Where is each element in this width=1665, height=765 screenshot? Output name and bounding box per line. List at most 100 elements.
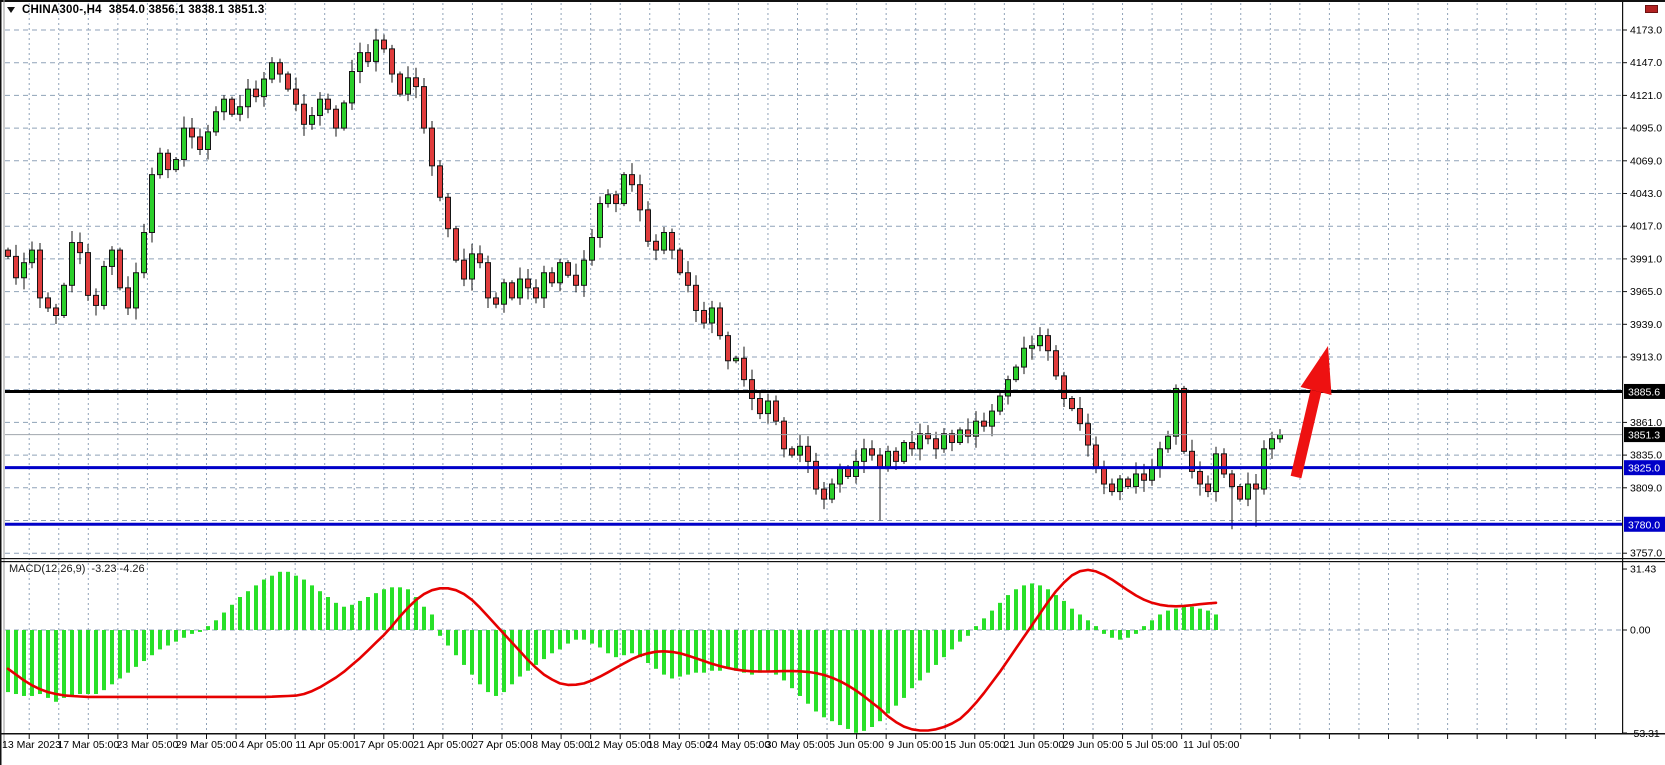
macd-histogram-bar bbox=[1206, 610, 1210, 630]
macd-histogram-bar bbox=[638, 630, 642, 658]
macd-histogram-bar bbox=[878, 630, 882, 722]
macd-params-label: MACD(12,26,9) bbox=[9, 563, 86, 575]
candle bbox=[517, 278, 523, 299]
corner-marker-icon bbox=[1645, 5, 1658, 13]
candle bbox=[1149, 467, 1155, 481]
candle bbox=[405, 77, 411, 95]
macd-histogram-bar bbox=[838, 630, 842, 726]
candle bbox=[253, 88, 259, 98]
candle bbox=[1245, 483, 1251, 500]
candle bbox=[1205, 483, 1211, 493]
candle bbox=[213, 111, 219, 133]
macd-histogram-bar bbox=[558, 630, 562, 650]
macd-histogram-bar bbox=[382, 589, 386, 630]
candle bbox=[757, 398, 763, 415]
macd-histogram-bar bbox=[694, 630, 698, 673]
candle bbox=[741, 357, 747, 381]
candle bbox=[1053, 350, 1059, 377]
price-tick-label: 3965.0 bbox=[1630, 286, 1662, 298]
candle bbox=[325, 98, 331, 110]
macd-histogram-bar bbox=[70, 630, 74, 696]
macd-histogram-bar bbox=[342, 606, 346, 630]
macd-histogram-bar bbox=[454, 630, 458, 656]
macd-histogram-bar bbox=[670, 630, 674, 679]
macd-histogram-bar bbox=[1150, 620, 1154, 630]
price-tick-label: 4173.0 bbox=[1630, 25, 1662, 37]
macd-histogram-bar bbox=[550, 630, 554, 654]
macd-histogram-bar bbox=[902, 630, 906, 698]
macd-histogram-bar bbox=[654, 630, 658, 669]
macd-histogram-bar bbox=[974, 626, 978, 630]
macd-histogram-bar bbox=[950, 630, 954, 650]
price-tick-label: 4147.0 bbox=[1630, 57, 1662, 69]
candle bbox=[1117, 478, 1123, 493]
macd-histogram-bar bbox=[734, 630, 738, 671]
macd-histogram-bar bbox=[366, 597, 370, 630]
candle bbox=[981, 420, 987, 427]
price-tick-label: 3913.0 bbox=[1630, 352, 1662, 364]
macd-histogram-bar bbox=[782, 630, 786, 681]
candle bbox=[749, 379, 755, 400]
candle bbox=[917, 433, 923, 450]
candle bbox=[437, 165, 443, 198]
macd-histogram-bar bbox=[374, 593, 378, 630]
candle bbox=[685, 272, 691, 286]
macd-histogram-bar bbox=[1118, 630, 1122, 640]
candle bbox=[333, 108, 339, 129]
pane-separator-bottom bbox=[0, 561, 1665, 563]
macd-histogram-bar bbox=[1094, 626, 1098, 630]
price-tick-label: 4095.0 bbox=[1630, 123, 1662, 135]
macd-histogram-bar bbox=[22, 630, 26, 696]
candle bbox=[365, 52, 371, 62]
candle bbox=[1141, 473, 1147, 481]
macd-histogram-bar bbox=[294, 575, 298, 630]
time-tick-label: 17 Apr 05:00 bbox=[354, 739, 414, 751]
candle bbox=[77, 242, 83, 254]
candle bbox=[501, 282, 507, 305]
candle bbox=[797, 445, 803, 456]
time-tick-label: 17 Mar 05:00 bbox=[57, 739, 119, 751]
candle bbox=[261, 78, 267, 98]
trend-arrow-shaft[interactable] bbox=[1290, 389, 1322, 479]
macd-signal-line bbox=[6, 568, 1218, 732]
macd-histogram-bar bbox=[758, 630, 762, 673]
time-tick-label: 27 Apr 05:00 bbox=[472, 739, 532, 751]
macd-histogram-bar bbox=[390, 587, 394, 630]
candle bbox=[645, 209, 651, 242]
macd-histogram-bar bbox=[942, 630, 946, 658]
candle bbox=[125, 287, 131, 309]
candle bbox=[973, 420, 979, 437]
candle bbox=[589, 237, 595, 261]
macd-indicator-label: MACD(12,26,9) -3.23 -4.26 bbox=[9, 563, 145, 575]
macd-histogram-bar bbox=[302, 579, 306, 630]
macd-histogram-bar bbox=[854, 630, 858, 733]
triangle-down-icon[interactable] bbox=[7, 7, 15, 13]
candle bbox=[829, 483, 835, 500]
macd-histogram-bar bbox=[1022, 585, 1026, 630]
candle bbox=[893, 450, 899, 462]
candle bbox=[21, 262, 27, 279]
price-badge bbox=[1624, 516, 1665, 532]
macd-histogram-bar bbox=[38, 630, 42, 695]
candle bbox=[629, 174, 635, 186]
candle bbox=[421, 86, 427, 129]
macd-histogram-bar bbox=[470, 630, 474, 675]
chart-ohlc-values: 3854.0 3856.1 3838.1 3851.3 bbox=[108, 4, 265, 16]
candle bbox=[613, 194, 619, 205]
macd-histogram-bar bbox=[54, 630, 58, 702]
macd-histogram-bar bbox=[990, 610, 994, 630]
price-axis-line bbox=[1622, 2, 1624, 733]
macd-histogram-bar bbox=[326, 597, 330, 630]
candle bbox=[1157, 448, 1163, 469]
macd-histogram-bar bbox=[702, 630, 706, 673]
macd-histogram-bar bbox=[278, 571, 282, 630]
candle bbox=[469, 253, 475, 280]
trend-arrow-head[interactable] bbox=[1300, 346, 1332, 395]
candle bbox=[29, 249, 35, 264]
macd-histogram-bar bbox=[846, 630, 850, 729]
time-tick-label: 15 Jun 05:00 bbox=[944, 739, 1005, 751]
macd-tick-label: -53.31 bbox=[1630, 728, 1660, 740]
price-badge-label: 3825.0 bbox=[1628, 463, 1660, 475]
